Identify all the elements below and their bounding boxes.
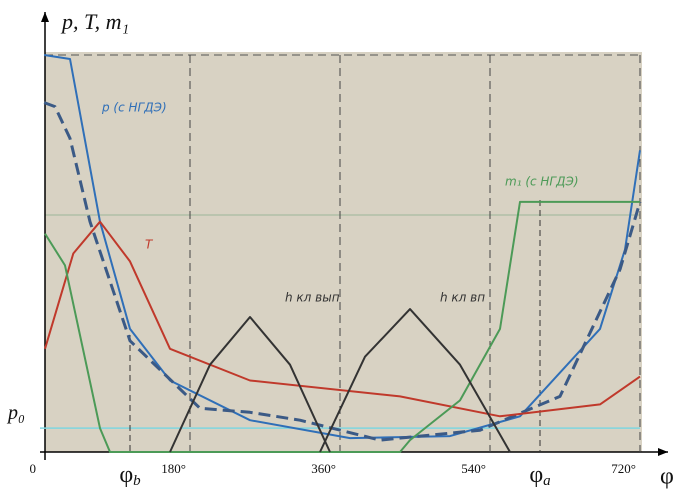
series-line — [44, 54, 641, 440]
series-line — [319, 308, 511, 453]
series-label: h кл вп — [440, 291, 485, 305]
x-tick-label: 360° — [311, 461, 336, 476]
series-label: T — [145, 238, 154, 252]
series-label: h кл вып — [285, 291, 340, 305]
x-tick-label: 180° — [161, 461, 186, 476]
x-tick-label: 720° — [611, 461, 636, 476]
marker-label: φb — [119, 462, 141, 490]
series-label: m₁ (с НГДЭ) — [505, 175, 579, 189]
series-line — [43, 101, 642, 442]
marker-label: φa — [529, 462, 550, 490]
y-axis-arrow — [41, 12, 49, 22]
y-axis-label: p, T, m₁ — [60, 9, 129, 34]
x-axis-label: φ — [660, 464, 674, 490]
marker-subscript: a — [543, 473, 551, 489]
reference-label: p₀ — [6, 402, 25, 424]
x-axis-arrow — [658, 448, 668, 456]
series-label: p (с НГДЭ) — [101, 101, 167, 115]
series-line — [169, 316, 331, 453]
marker-symbol: φ — [529, 462, 543, 488]
x-tick-label: 0 — [30, 461, 37, 476]
marker-symbol: φ — [119, 462, 133, 488]
series-line — [44, 200, 640, 453]
paper-background — [45, 52, 642, 452]
marker-subscript: b — [133, 473, 141, 489]
x-tick-label: 540° — [461, 461, 486, 476]
